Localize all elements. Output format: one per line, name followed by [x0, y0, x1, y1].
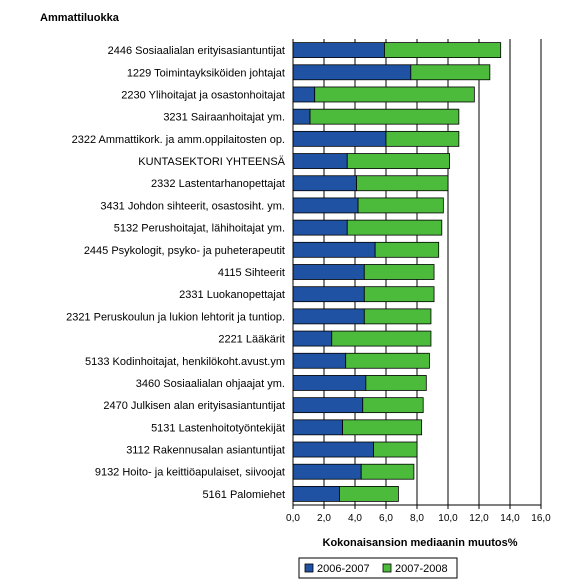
bar-segment-series2	[384, 42, 502, 58]
x-tick-label: 12,0	[469, 513, 489, 524]
category-label: 3231 Sairaanhoitajat ym.	[163, 112, 285, 124]
bar-segment-series2	[314, 86, 475, 103]
bar-segment-series1	[292, 86, 316, 103]
x-tick-label: 16,0	[531, 513, 551, 524]
x-tick-label: 2,0	[317, 513, 331, 524]
bar-segment-series1	[292, 375, 367, 391]
bar-segment-series1	[292, 441, 374, 458]
x-tick-label: 6,0	[379, 513, 393, 524]
bar-segment-series2	[362, 397, 424, 414]
bar-segment-series1	[292, 219, 348, 236]
category-label: 3112 Rakennusalan asiantuntijat	[126, 445, 285, 457]
x-tick-label: 14,0	[500, 513, 520, 524]
bar-segment-series1	[292, 419, 343, 436]
category-label: 2446 Sosiaalialan erityisasiantuntijat	[108, 45, 285, 57]
category-label: 2322 Ammattikork. ja amm.oppilaitosten o…	[72, 134, 285, 146]
bar-segment-series1	[292, 197, 359, 214]
bar-segment-series2	[363, 286, 435, 303]
bar-segment-series2	[385, 130, 460, 147]
bar-segment-series2	[339, 486, 399, 502]
bar-segment-series1	[292, 130, 387, 147]
x-tick-label: 0,0	[286, 513, 300, 524]
category-labels: 2446 Sosiaalialan erityisasiantuntijat 12…	[66, 45, 286, 501]
bar-segment-series1	[292, 397, 364, 414]
category-label: 5132 Perushoitajat, lähihoitajat ym.	[114, 223, 285, 235]
category-label: 5133 Kodinhoitajat, henkilökoht.avust.ym	[85, 356, 285, 368]
category-label: 2445 Psykologit, psyko- ja puheterapeuti…	[84, 245, 285, 257]
legend-swatch-series1	[304, 563, 314, 573]
category-label: 2331 Luokanopettajat	[179, 289, 285, 301]
bars	[292, 42, 502, 502]
category-label: 1229 Toimintayksiköiden johtajat	[127, 67, 285, 79]
bar-segment-series1	[292, 286, 365, 303]
bar-segment-series1	[292, 264, 365, 280]
bar-segment-series2	[346, 219, 443, 236]
bar-segment-series2	[374, 241, 440, 258]
bar-segment-series2	[346, 153, 450, 169]
bar-segment-series2	[309, 108, 460, 125]
category-label: 5161 Palomiehet	[202, 489, 285, 501]
bar-segment-series1	[292, 352, 347, 369]
x-tick-label: 10,0	[438, 513, 458, 524]
category-label: 2332 Lastentarhanopettajat	[151, 178, 285, 190]
bar-segment-series2	[331, 330, 432, 347]
category-label: 2230 Ylihoitajat ja osastonhoitajat	[121, 89, 285, 101]
legend-label-series1: 2006-2007	[317, 563, 370, 575]
bar-segment-series2	[357, 197, 444, 214]
category-label: 3431 Johdon sihteerit, osastosiht. ym.	[100, 200, 285, 212]
bar-segment-series1	[292, 463, 362, 480]
legend-swatch-series2	[382, 563, 392, 573]
category-label: 2470 Julkisen alan erityisasiantuntijat	[103, 400, 285, 412]
legend-box	[298, 557, 458, 579]
bar-segment-series2	[410, 64, 491, 81]
x-axis: 0,0 2,0 4,0 6,0 8,0 10,0 12,0 14,0 16,0	[286, 39, 551, 524]
bar-segment-series1	[292, 330, 333, 347]
category-label: 3460 Sosiaalialan ohjaajat ym.	[136, 378, 285, 390]
bar-segment-series2	[365, 375, 427, 391]
bar-segment-series1	[292, 64, 412, 81]
bar-segment-series1	[292, 308, 365, 325]
bar-segment-series2	[373, 441, 418, 458]
category-label: 4115 Sihteerit	[218, 267, 285, 279]
chart-title: Ammattiluokka	[40, 12, 120, 24]
bar-segment-series2	[363, 308, 432, 325]
x-axis-title: Kokonaisansion mediaanin muutos%	[323, 537, 518, 549]
category-label: 9132 Hoito- ja keittiöapulaiset, siivooj…	[95, 467, 285, 479]
category-label: KUNTASEKTORI YHTEENSÄ	[138, 156, 285, 168]
x-tick-label: 4,0	[348, 513, 362, 524]
bar-segment-series1	[292, 241, 376, 258]
bar-segment-series2	[360, 463, 415, 480]
category-label: 2321 Peruskoulun ja lukion lehtorit ja t…	[66, 311, 285, 323]
bar-segment-series1	[292, 42, 385, 58]
bar-segment-series2	[356, 175, 449, 192]
category-label: 2221 Lääkärit	[218, 334, 285, 346]
bar-segment-series1	[292, 175, 357, 192]
bar-segment-series1	[292, 153, 348, 169]
bar-segment-series2	[345, 352, 430, 369]
bar-segment-series1	[292, 486, 340, 502]
legend-label-series2: 2007-2008	[395, 563, 448, 575]
category-label: 5131 Lastenhoitotyöntekijät	[151, 422, 285, 434]
legend: 2006-2007 2007-2008	[298, 557, 458, 579]
bar-segment-series1	[292, 108, 311, 125]
bar-segment-series2	[363, 264, 435, 280]
bar-segment-series2	[342, 419, 423, 436]
x-tick-label: 8,0	[410, 513, 424, 524]
